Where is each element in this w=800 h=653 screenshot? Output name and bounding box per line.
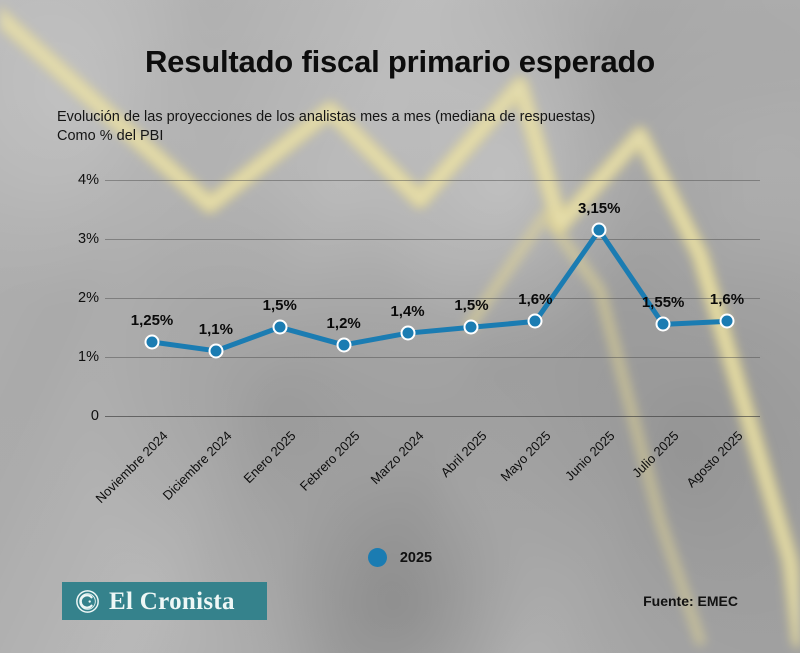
page-title: Resultado fiscal primario esperado — [144, 44, 656, 79]
data-point-marker[interactable] — [144, 334, 160, 350]
data-point-label: 1,2% — [326, 314, 361, 332]
y-axis-tick-label: 0 — [90, 407, 99, 424]
brand-logo[interactable]: El Cronista — [62, 582, 267, 620]
data-point-marker[interactable] — [719, 313, 735, 329]
gridline-4% — [105, 180, 760, 182]
y-axis-tick-label: 2% — [78, 289, 99, 306]
data-point-label: 1,1% — [198, 320, 233, 338]
brand-name: El Cronista — [109, 587, 235, 615]
data-point-label: 1,5% — [262, 297, 297, 315]
data-point-label: 3,15% — [577, 200, 621, 218]
legend-dot-icon — [367, 548, 387, 567]
source-credit: Fuente: EMEC — [643, 593, 738, 609]
data-point-label: 1,6% — [709, 291, 745, 309]
chart-subtitle-line1: Evolución de las proyecciones de los ana… — [57, 109, 596, 125]
y-axis-tick-label: 1% — [78, 348, 99, 365]
y-axis-tick-label: 3% — [78, 231, 99, 248]
data-point-label: 1,25% — [130, 312, 174, 329]
data-point-marker[interactable] — [336, 337, 352, 353]
gridline-0 — [105, 415, 760, 417]
chart-legend: 2025 — [0, 548, 800, 567]
data-point-marker[interactable] — [591, 222, 607, 238]
data-point-label: 1,5% — [454, 297, 489, 315]
y-axis-tick-label: 4% — [78, 172, 99, 189]
data-point-label: 1,6% — [518, 291, 553, 309]
legend-label-2025: 2025 — [399, 549, 433, 566]
data-point-marker[interactable] — [208, 343, 224, 359]
data-point-marker[interactable] — [655, 316, 671, 332]
circled-c-icon — [76, 589, 99, 613]
data-point-label: 1,55% — [641, 294, 685, 312]
gridline-1% — [105, 356, 760, 358]
data-point-marker[interactable] — [400, 325, 416, 341]
data-point-label: 1,4% — [390, 303, 425, 321]
gridline-3% — [105, 239, 760, 241]
chart-subtitle-line2: Como % del PBI — [57, 128, 164, 144]
data-point-marker[interactable] — [272, 319, 288, 335]
gridline-2% — [105, 297, 760, 299]
data-point-marker[interactable] — [527, 313, 543, 329]
data-point-marker[interactable] — [463, 319, 479, 335]
